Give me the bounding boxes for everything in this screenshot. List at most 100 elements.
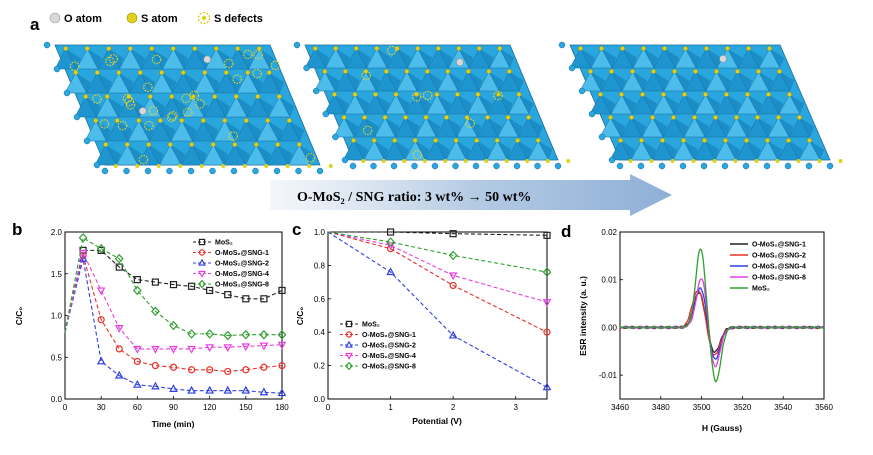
s-defect [224, 58, 234, 69]
s-atom [497, 46, 503, 51]
mo-atom [721, 162, 729, 170]
data-point [133, 379, 142, 388]
series-line [64, 258, 283, 394]
lattice-cell-side [631, 117, 647, 137]
s-atom [190, 94, 196, 100]
s-defect [92, 94, 102, 104]
lattice-cell-side [234, 144, 250, 165]
s-atom [179, 118, 185, 124]
chart-b: b 0 30 60 90 120 150 180 0.0 0.5 1.0 1.5 2.0 MoS₂ O-… [12, 220, 289, 429]
s-atom [264, 164, 269, 168]
lattice-cell [445, 139, 467, 161]
s-atom [787, 92, 792, 97]
chart-c-ylabel: C/C₀ [295, 307, 305, 326]
s-atom [200, 118, 206, 124]
mo-atom [312, 87, 320, 95]
data-point [259, 329, 269, 340]
mo-atom [431, 162, 439, 170]
s-atom [639, 138, 644, 143]
s-defect [253, 49, 263, 60]
lattice-cell [215, 72, 238, 94]
legend-label: O-MoS₂@SNG-8 [215, 282, 269, 289]
x-tick-label: 120 [203, 403, 217, 412]
legend-label: O-MoS₂@SNG-8 [362, 364, 416, 371]
data-point [224, 291, 232, 299]
s-atom [456, 46, 462, 51]
lattice-cell-side [259, 48, 275, 69]
lattice-cell-side [705, 94, 721, 114]
lattice-cell-side [344, 117, 359, 137]
lattice-structure-3 [558, 41, 843, 170]
s-atom [94, 70, 100, 76]
s-atom [362, 115, 367, 120]
y-tick-label: 0.0 [51, 395, 63, 404]
chart-c-frame [327, 231, 548, 400]
s-atom [723, 138, 728, 143]
s-atom [620, 46, 625, 51]
chart-c-ticks: 0 1 2 3 0.0 0.2 0.4 0.6 0.8 1.0 [314, 228, 519, 412]
s-atom [505, 115, 511, 120]
s-atom [724, 92, 729, 97]
mo-atom [332, 133, 339, 141]
data-point [259, 342, 269, 351]
lattice-cell-side [632, 71, 648, 91]
legend-label: MoS₂ [362, 322, 380, 329]
data-point [542, 299, 552, 307]
s-defect [232, 74, 242, 84]
s-atom [84, 46, 90, 51]
series-line [64, 249, 283, 333]
s-atom [275, 142, 281, 148]
y-tick-label: 0.2 [314, 362, 326, 371]
s-atom [167, 142, 173, 148]
lattice-cell-side [674, 71, 690, 91]
s-atom [651, 69, 656, 74]
lattice-cell-side [161, 72, 177, 93]
legend-item: O-MoS₂@SNG-4 [730, 264, 806, 271]
s-atom [404, 69, 410, 74]
lattice-cell-side [395, 94, 411, 114]
s-atom [113, 164, 118, 168]
lattice-cell-side [684, 94, 700, 114]
data-point [169, 363, 178, 371]
lattice-cell-side [97, 72, 113, 93]
y-tick-label: 0.5 [51, 353, 63, 362]
x-tick-label: 3460 [611, 403, 629, 412]
data-point [169, 345, 178, 354]
s-atom [661, 92, 666, 97]
lattice-cell-side [737, 71, 753, 91]
s-atom [322, 69, 328, 74]
legend-item: MoS₂ [340, 320, 380, 329]
lattice-cell-side [488, 71, 504, 91]
s-atom [476, 46, 482, 51]
lattice-cell-side [191, 144, 207, 165]
chart-d-ylabel: ESR intensity (a. u.) [578, 276, 588, 356]
lattice-cell-side [256, 144, 272, 165]
s-atom [127, 46, 133, 51]
lattice-cell-side [662, 140, 678, 160]
lattice-cell-side [118, 72, 134, 93]
s-atom [253, 142, 259, 148]
mo-atom [73, 113, 81, 121]
legend-label: O-MoS₂@SNG-4 [215, 271, 269, 278]
s-atom [756, 69, 761, 74]
lattice-cell-side [138, 120, 154, 141]
s-defect [166, 112, 177, 123]
lattice-cell [651, 139, 674, 161]
lattice-cell-side [528, 117, 543, 137]
lattice-cell [404, 139, 426, 161]
lattice-cell [225, 96, 248, 118]
data-point [277, 341, 287, 350]
y-tick-label: 2.0 [51, 228, 63, 237]
s-atom [169, 94, 175, 100]
s-atom [640, 92, 645, 97]
lattice-cell [192, 120, 215, 142]
lattice-cell [74, 96, 97, 118]
legend-item: MoS₂ [193, 238, 233, 247]
s-atom [223, 70, 229, 76]
s-atom [775, 159, 780, 163]
s-atom [276, 94, 282, 100]
s-atom [484, 159, 489, 163]
data-point [187, 345, 196, 354]
top-legend: O atom S atom S defects [49, 11, 263, 25]
lattice-cell-side [642, 94, 658, 114]
